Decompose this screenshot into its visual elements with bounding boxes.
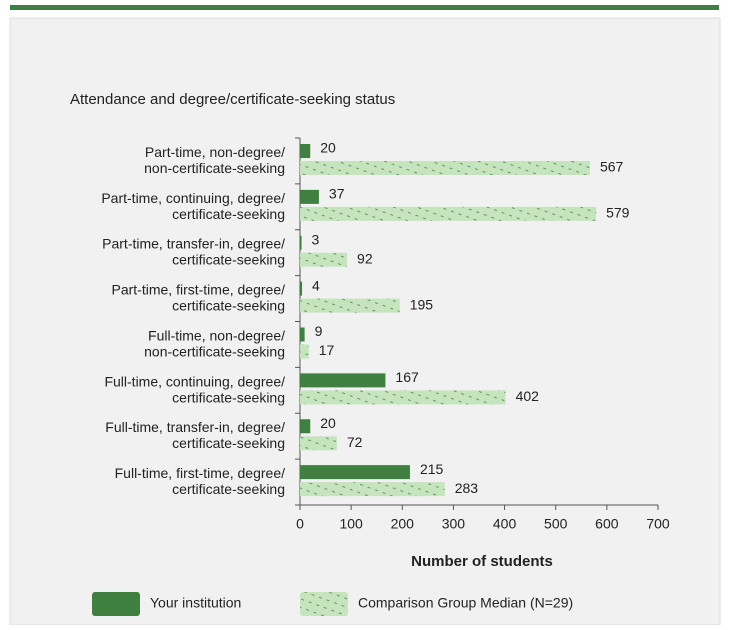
x-tick-label: 300: [442, 516, 466, 532]
legend-label: Comparison Group Median (N=29): [358, 595, 573, 611]
value-label: 4: [312, 277, 320, 293]
y-tick-label-line: certificate-seeking: [172, 251, 285, 267]
x-tick-label: 600: [595, 516, 619, 532]
y-tick-label-line: certificate-seeking: [172, 435, 285, 451]
x-axis-label: Number of students: [411, 553, 553, 570]
y-tick-label-line: non-certificate-seeking: [144, 343, 285, 359]
y-tick-label-line: certificate-seeking: [172, 481, 285, 497]
x-tick-label: 0: [296, 516, 304, 532]
y-tick-label-line: Full-time, transfer-in, degree/: [105, 419, 285, 435]
value-label: 92: [357, 250, 373, 266]
y-tick-label-line: certificate-seeking: [172, 389, 285, 405]
value-label: 215: [420, 461, 444, 477]
panel: [9, 17, 721, 626]
y-tick-label-line: Part-time, transfer-in, degree/: [102, 235, 285, 251]
bar: [300, 235, 302, 250]
x-tick-label: 400: [493, 516, 517, 532]
value-label: 402: [516, 388, 540, 404]
bar: [300, 436, 337, 451]
bar: [300, 189, 319, 204]
x-tick-label: 700: [646, 516, 670, 532]
bar: [300, 419, 311, 434]
y-tick-label-line: Full-time, first-time, degree/: [115, 465, 285, 481]
value-label: 72: [347, 434, 363, 450]
y-tick-label: Full-time, non-degree/non-certificate-se…: [144, 327, 285, 359]
y-tick-label-line: Full-time, non-degree/: [148, 327, 285, 343]
value-label: 20: [320, 415, 336, 431]
bar: [300, 482, 445, 497]
y-tick-label: Part-time, transfer-in, degree/certifica…: [102, 235, 285, 267]
x-tick-label: 500: [544, 516, 568, 532]
bar: [300, 327, 305, 342]
y-tick-label-line: non-certificate-seeking: [144, 160, 285, 176]
top-bar: [10, 5, 719, 10]
y-tick-label: Part-time, non-degree/non-certificate-se…: [144, 144, 285, 176]
y-tick-label: Full-time, first-time, degree/certificat…: [115, 465, 285, 497]
bar: [300, 206, 597, 221]
value-label: 567: [600, 159, 624, 175]
y-tick-label: Full-time, transfer-in, degree/certifica…: [105, 419, 285, 451]
bar: [300, 161, 590, 175]
bar: [300, 252, 348, 267]
y-tick-label: Full-time, continuing, degree/certificat…: [104, 373, 285, 405]
y-tick-label-line: Part-time, first-time, degree/: [112, 281, 286, 297]
y-tick-label-line: Full-time, continuing, degree/: [104, 373, 285, 389]
y-tick-label: Part-time, continuing, degree/certificat…: [101, 190, 285, 222]
y-tick-label-line: certificate-seeking: [172, 297, 285, 313]
value-label: 579: [606, 205, 630, 221]
bar: [300, 144, 311, 158]
value-label: 3: [312, 231, 320, 247]
chart-title: Attendance and degree/certificate-seekin…: [70, 91, 395, 108]
bar: [300, 465, 410, 480]
bar: [300, 344, 309, 359]
legend-swatch: [300, 592, 348, 616]
bar: [300, 298, 400, 313]
value-label: 283: [455, 480, 479, 496]
y-tick-label: Part-time, first-time, degree/certificat…: [112, 281, 286, 313]
y-tick-label-line: Part-time, continuing, degree/: [101, 190, 285, 206]
y-tick-label-line: Part-time, non-degree/: [145, 144, 285, 160]
bar: [300, 390, 506, 405]
bar: [300, 373, 386, 388]
value-label: 9: [315, 323, 323, 339]
value-label: 20: [320, 140, 336, 156]
x-tick-label: 100: [339, 516, 363, 532]
value-label: 17: [319, 342, 335, 358]
x-tick-label: 200: [391, 516, 415, 532]
value-label: 195: [410, 296, 434, 312]
value-label: 37: [329, 186, 345, 202]
legend-label: Your institution: [150, 595, 241, 611]
legend-swatch: [92, 592, 140, 616]
value-label: 167: [395, 369, 419, 385]
y-tick-label-line: certificate-seeking: [172, 206, 285, 222]
bar: [300, 281, 303, 296]
